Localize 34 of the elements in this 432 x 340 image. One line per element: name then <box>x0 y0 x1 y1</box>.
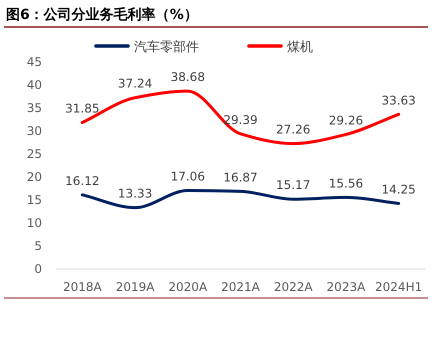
x-tick-label: 2022A <box>274 280 314 294</box>
legend-label: 煤机 <box>287 40 313 55</box>
y-tick-label: 25 <box>26 147 42 161</box>
data-label: 27.26 <box>276 122 310 137</box>
data-label: 33.63 <box>381 93 416 108</box>
x-tick-label: 2019A <box>116 280 156 294</box>
x-tick-label: 2021A <box>221 280 261 294</box>
x-tick-label: 2024H1 <box>375 280 422 294</box>
y-tick-label: 15 <box>26 193 42 207</box>
x-tick-label: 2023A <box>326 280 366 294</box>
data-label: 13.33 <box>118 186 152 201</box>
y-tick-label: 30 <box>26 124 42 138</box>
y-tick-label: 35 <box>26 101 42 115</box>
y-tick-label: 0 <box>34 262 42 276</box>
data-label: 29.26 <box>328 113 364 128</box>
y-tick-label: 40 <box>26 78 42 92</box>
data-label: 14.25 <box>381 182 416 196</box>
data-label: 17.06 <box>170 170 205 184</box>
data-label: 38.68 <box>170 70 205 84</box>
y-tick-label: 10 <box>26 216 42 230</box>
y-tick-label: 5 <box>34 239 42 253</box>
data-label: 37.24 <box>118 76 152 91</box>
x-tick-label: 2020A <box>168 280 208 294</box>
data-label: 29.39 <box>223 112 258 127</box>
data-label: 16.87 <box>223 170 258 184</box>
y-tick-label: 20 <box>26 170 42 184</box>
chart-title: 图6：公司分业务毛利率（%） <box>6 6 198 23</box>
y-tick-label: 45 <box>26 55 42 69</box>
x-tick-label: 2018A <box>62 280 103 294</box>
data-label: 15.56 <box>328 176 364 190</box>
legend-label: 汽车零部件 <box>134 40 199 55</box>
data-label: 15.17 <box>276 178 310 192</box>
data-label: 31.85 <box>65 101 100 116</box>
data-label: 16.12 <box>65 174 100 188</box>
